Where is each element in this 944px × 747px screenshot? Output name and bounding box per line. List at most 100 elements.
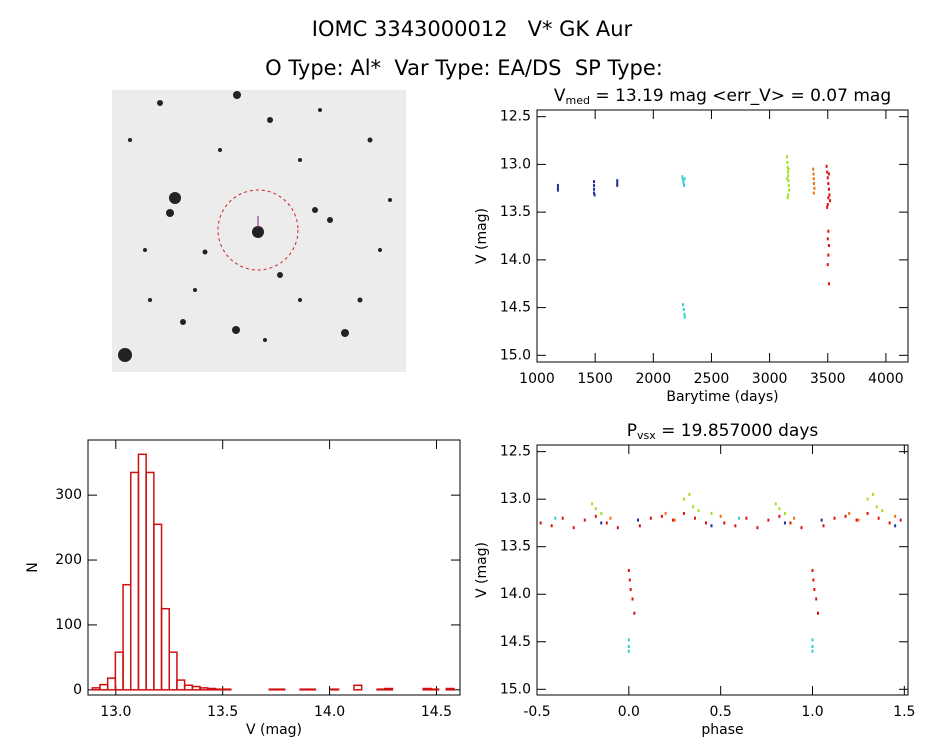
data-point bbox=[682, 497, 685, 501]
data-point bbox=[811, 645, 814, 649]
data-point bbox=[627, 638, 630, 642]
data-point bbox=[826, 203, 829, 206]
data-point bbox=[811, 649, 814, 653]
data-point bbox=[605, 521, 608, 525]
histogram-bar bbox=[430, 688, 440, 691]
target-circle bbox=[217, 189, 299, 271]
data-point bbox=[649, 516, 652, 520]
data-point bbox=[813, 182, 816, 185]
histogram-bar bbox=[114, 651, 124, 691]
data-point bbox=[783, 521, 786, 525]
data-point bbox=[872, 492, 875, 496]
data-point bbox=[800, 526, 803, 530]
data-point bbox=[593, 193, 596, 197]
histogram-bar bbox=[353, 684, 363, 691]
data-point bbox=[793, 516, 796, 520]
data-point bbox=[692, 505, 695, 509]
histogram-bar bbox=[99, 683, 109, 691]
data-point bbox=[627, 568, 630, 572]
data-point bbox=[786, 196, 789, 200]
y-tick-label: 14.0 bbox=[500, 252, 531, 268]
data-point bbox=[833, 516, 836, 520]
data-point bbox=[681, 175, 684, 179]
data-point bbox=[787, 179, 790, 183]
data-point bbox=[866, 511, 869, 515]
data-point bbox=[811, 568, 814, 572]
y-tick-label: 12.5 bbox=[500, 444, 531, 460]
data-point bbox=[638, 524, 641, 528]
data-point bbox=[866, 497, 869, 501]
data-point bbox=[660, 514, 663, 518]
data-point bbox=[554, 516, 557, 520]
data-point bbox=[787, 193, 790, 197]
data-point bbox=[812, 578, 815, 582]
data-point bbox=[682, 181, 685, 185]
data-point bbox=[673, 518, 676, 522]
title-part: = 19.857000 days bbox=[656, 421, 819, 441]
data-point bbox=[822, 524, 825, 528]
data-point bbox=[594, 507, 597, 511]
x-axis-label: phase bbox=[701, 722, 743, 738]
data-point bbox=[561, 516, 564, 520]
data-point bbox=[688, 492, 691, 496]
x-tick-label: 3500 bbox=[810, 371, 846, 387]
histogram-bar bbox=[307, 688, 317, 691]
data-point bbox=[637, 518, 640, 522]
data-point bbox=[616, 183, 619, 187]
data-point bbox=[671, 518, 674, 522]
data-point bbox=[786, 170, 789, 174]
data-point bbox=[609, 516, 612, 520]
title-part: = 13.19 mag <err_V> = 0.07 mag bbox=[590, 86, 891, 106]
data-point bbox=[813, 186, 816, 190]
data-point bbox=[592, 183, 595, 187]
data-point bbox=[826, 170, 829, 174]
histogram-bar bbox=[160, 607, 170, 691]
y-tick-label: 200 bbox=[55, 552, 82, 568]
x-tick-label: 3000 bbox=[752, 371, 788, 387]
data-point bbox=[556, 183, 559, 187]
histogram-bar bbox=[268, 688, 278, 691]
y-tick-label: 0 bbox=[73, 682, 82, 698]
y-tick-label: 12.5 bbox=[500, 109, 531, 125]
y-axis-label: V (mag) bbox=[474, 542, 490, 598]
data-point bbox=[827, 244, 830, 248]
figure-title: IOMC 3343000012 V* GK Aur bbox=[312, 17, 633, 41]
data-point bbox=[734, 524, 737, 528]
x-tick-label: 1.0 bbox=[801, 704, 823, 720]
data-point bbox=[600, 521, 603, 525]
data-point bbox=[783, 511, 786, 515]
histogram-bar bbox=[214, 688, 224, 691]
data-point bbox=[683, 183, 686, 187]
histogram-bar bbox=[330, 688, 340, 691]
data-point bbox=[788, 188, 791, 192]
data-point bbox=[812, 172, 815, 176]
x-tick-label: 1000 bbox=[519, 371, 555, 387]
data-point bbox=[723, 521, 726, 525]
data-point bbox=[683, 315, 686, 319]
data-point bbox=[827, 253, 830, 257]
data-point bbox=[826, 263, 829, 267]
x-tick-label: 2000 bbox=[635, 371, 671, 387]
chart-title: Pvsx = 19.857000 days bbox=[627, 421, 819, 442]
data-point bbox=[592, 191, 595, 195]
histogram-bar bbox=[145, 471, 155, 691]
histogram-bar bbox=[299, 688, 309, 691]
data-point bbox=[787, 167, 790, 171]
data-point bbox=[787, 174, 790, 178]
histogram-bar bbox=[222, 688, 232, 691]
data-point bbox=[855, 518, 858, 522]
data-point bbox=[812, 177, 815, 181]
stars bbox=[118, 91, 392, 362]
data-point bbox=[745, 516, 748, 520]
data-point bbox=[827, 187, 830, 191]
data-point bbox=[844, 514, 847, 518]
data-point bbox=[627, 649, 630, 653]
data-point bbox=[778, 514, 781, 518]
data-point bbox=[894, 524, 897, 528]
data-point bbox=[539, 521, 542, 525]
data-point bbox=[826, 176, 829, 180]
plot-frame bbox=[87, 439, 461, 696]
data-point bbox=[719, 514, 722, 518]
y-tick-label: 13.5 bbox=[500, 204, 531, 220]
data-point bbox=[786, 177, 789, 181]
